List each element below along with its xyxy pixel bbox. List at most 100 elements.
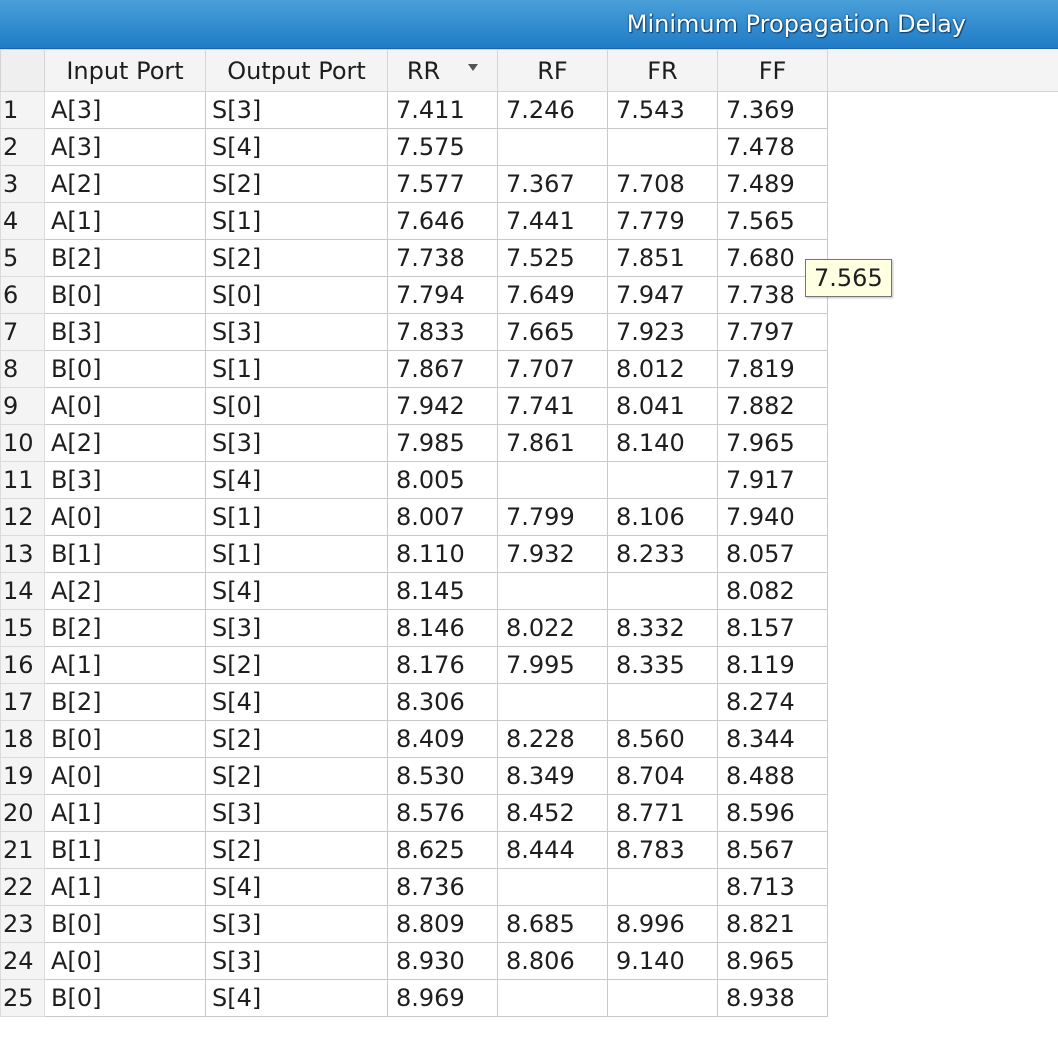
- row-number[interactable]: 23: [0, 905, 45, 943]
- rf-cell[interactable]: 7.665: [497, 313, 608, 351]
- output-port-cell[interactable]: S[3]: [205, 905, 388, 943]
- rf-cell[interactable]: 7.741: [497, 387, 608, 425]
- rr-cell[interactable]: 8.969: [387, 979, 498, 1017]
- table-row[interactable]: 2 A[3] S[4] 7.575 7.478: [0, 128, 828, 166]
- input-port-cell[interactable]: A[3]: [44, 128, 206, 166]
- rf-header[interactable]: RF: [497, 49, 608, 92]
- rr-cell[interactable]: 7.833: [387, 313, 498, 351]
- fr-header[interactable]: FR: [607, 49, 718, 92]
- row-number[interactable]: 15: [0, 609, 45, 647]
- fr-cell[interactable]: 8.560: [607, 720, 718, 758]
- rr-cell[interactable]: 8.146: [387, 609, 498, 647]
- output-port-cell[interactable]: S[3]: [205, 942, 388, 980]
- rr-cell[interactable]: 8.007: [387, 498, 498, 536]
- row-number[interactable]: 8: [0, 350, 45, 388]
- rf-cell[interactable]: 8.022: [497, 609, 608, 647]
- rf-cell[interactable]: [497, 572, 608, 610]
- ff-cell[interactable]: 8.596: [717, 794, 828, 832]
- rf-cell[interactable]: 8.452: [497, 794, 608, 832]
- input-port-cell[interactable]: B[0]: [44, 905, 206, 943]
- rf-cell[interactable]: 8.228: [497, 720, 608, 758]
- rf-cell[interactable]: 7.441: [497, 202, 608, 240]
- rr-cell[interactable]: 7.577: [387, 165, 498, 203]
- row-number[interactable]: 10: [0, 424, 45, 462]
- rf-cell[interactable]: [497, 979, 608, 1017]
- rr-cell[interactable]: 7.575: [387, 128, 498, 166]
- ff-cell[interactable]: 7.797: [717, 313, 828, 351]
- row-number[interactable]: 2: [0, 128, 45, 166]
- output-port-cell[interactable]: S[0]: [205, 276, 388, 314]
- rr-cell[interactable]: 8.005: [387, 461, 498, 499]
- fr-cell[interactable]: [607, 461, 718, 499]
- ff-cell[interactable]: 7.565: [717, 202, 828, 240]
- rr-cell[interactable]: 8.930: [387, 942, 498, 980]
- row-number[interactable]: 1: [0, 91, 45, 129]
- ff-cell[interactable]: 8.344: [717, 720, 828, 758]
- rf-cell[interactable]: 7.932: [497, 535, 608, 573]
- input-port-cell[interactable]: B[1]: [44, 831, 206, 869]
- rr-cell[interactable]: 8.736: [387, 868, 498, 906]
- table-row[interactable]: 19 A[0] S[2] 8.530 8.349 8.704 8.488: [0, 757, 828, 795]
- rr-cell[interactable]: 8.625: [387, 831, 498, 869]
- rf-cell[interactable]: 7.799: [497, 498, 608, 536]
- input-port-cell[interactable]: A[0]: [44, 942, 206, 980]
- fr-cell[interactable]: [607, 868, 718, 906]
- rf-cell[interactable]: [497, 868, 608, 906]
- row-number[interactable]: 25: [0, 979, 45, 1017]
- output-port-cell[interactable]: S[4]: [205, 868, 388, 906]
- ff-cell[interactable]: 8.082: [717, 572, 828, 610]
- fr-cell[interactable]: 7.851: [607, 239, 718, 277]
- fr-cell[interactable]: 8.783: [607, 831, 718, 869]
- rf-cell[interactable]: 8.349: [497, 757, 608, 795]
- table-row[interactable]: 4 A[1] S[1] 7.646 7.441 7.779 7.565: [0, 202, 828, 240]
- rr-cell[interactable]: 8.409: [387, 720, 498, 758]
- rr-cell[interactable]: 7.794: [387, 276, 498, 314]
- rf-cell[interactable]: 7.367: [497, 165, 608, 203]
- row-number[interactable]: 3: [0, 165, 45, 203]
- input-port-cell[interactable]: A[1]: [44, 202, 206, 240]
- ff-cell[interactable]: 8.713: [717, 868, 828, 906]
- input-port-header[interactable]: Input Port: [44, 49, 206, 92]
- input-port-cell[interactable]: B[0]: [44, 276, 206, 314]
- row-number[interactable]: 19: [0, 757, 45, 795]
- output-port-cell[interactable]: S[3]: [205, 91, 388, 129]
- rr-cell[interactable]: 7.738: [387, 239, 498, 277]
- input-port-cell[interactable]: B[2]: [44, 239, 206, 277]
- row-number[interactable]: 13: [0, 535, 45, 573]
- rr-cell[interactable]: 8.576: [387, 794, 498, 832]
- table-row[interactable]: 25 B[0] S[4] 8.969 8.938: [0, 979, 828, 1017]
- table-row[interactable]: 13 B[1] S[1] 8.110 7.932 8.233 8.057: [0, 535, 828, 573]
- ff-cell[interactable]: 7.489: [717, 165, 828, 203]
- fr-cell[interactable]: 8.704: [607, 757, 718, 795]
- ff-cell[interactable]: 8.821: [717, 905, 828, 943]
- row-number[interactable]: 17: [0, 683, 45, 721]
- table-row[interactable]: 17 B[2] S[4] 8.306 8.274: [0, 683, 828, 721]
- table-row[interactable]: 24 A[0] S[3] 8.930 8.806 9.140 8.965: [0, 942, 828, 980]
- rf-cell[interactable]: 7.525: [497, 239, 608, 277]
- input-port-cell[interactable]: A[1]: [44, 794, 206, 832]
- input-port-cell[interactable]: B[2]: [44, 609, 206, 647]
- output-port-cell[interactable]: S[3]: [205, 609, 388, 647]
- ff-cell[interactable]: 7.917: [717, 461, 828, 499]
- fr-cell[interactable]: 8.106: [607, 498, 718, 536]
- table-row[interactable]: 10 A[2] S[3] 7.985 7.861 8.140 7.965: [0, 424, 828, 462]
- table-row[interactable]: 11 B[3] S[4] 8.005 7.917: [0, 461, 828, 499]
- input-port-cell[interactable]: A[2]: [44, 572, 206, 610]
- rr-header[interactable]: RR: [387, 49, 498, 92]
- output-port-cell[interactable]: S[4]: [205, 572, 388, 610]
- table-row[interactable]: 3 A[2] S[2] 7.577 7.367 7.708 7.489: [0, 165, 828, 203]
- output-port-cell[interactable]: S[2]: [205, 757, 388, 795]
- input-port-cell[interactable]: B[3]: [44, 461, 206, 499]
- table-row[interactable]: 8 B[0] S[1] 7.867 7.707 8.012 7.819: [0, 350, 828, 388]
- fr-cell[interactable]: 9.140: [607, 942, 718, 980]
- row-number[interactable]: 22: [0, 868, 45, 906]
- fr-cell[interactable]: 8.996: [607, 905, 718, 943]
- row-number[interactable]: 6: [0, 276, 45, 314]
- fr-cell[interactable]: [607, 979, 718, 1017]
- rf-cell[interactable]: 7.246: [497, 91, 608, 129]
- table-row[interactable]: 22 A[1] S[4] 8.736 8.713: [0, 868, 828, 906]
- rr-cell[interactable]: 7.942: [387, 387, 498, 425]
- output-port-cell[interactable]: S[2]: [205, 165, 388, 203]
- output-port-cell[interactable]: S[1]: [205, 535, 388, 573]
- rr-cell[interactable]: 7.985: [387, 424, 498, 462]
